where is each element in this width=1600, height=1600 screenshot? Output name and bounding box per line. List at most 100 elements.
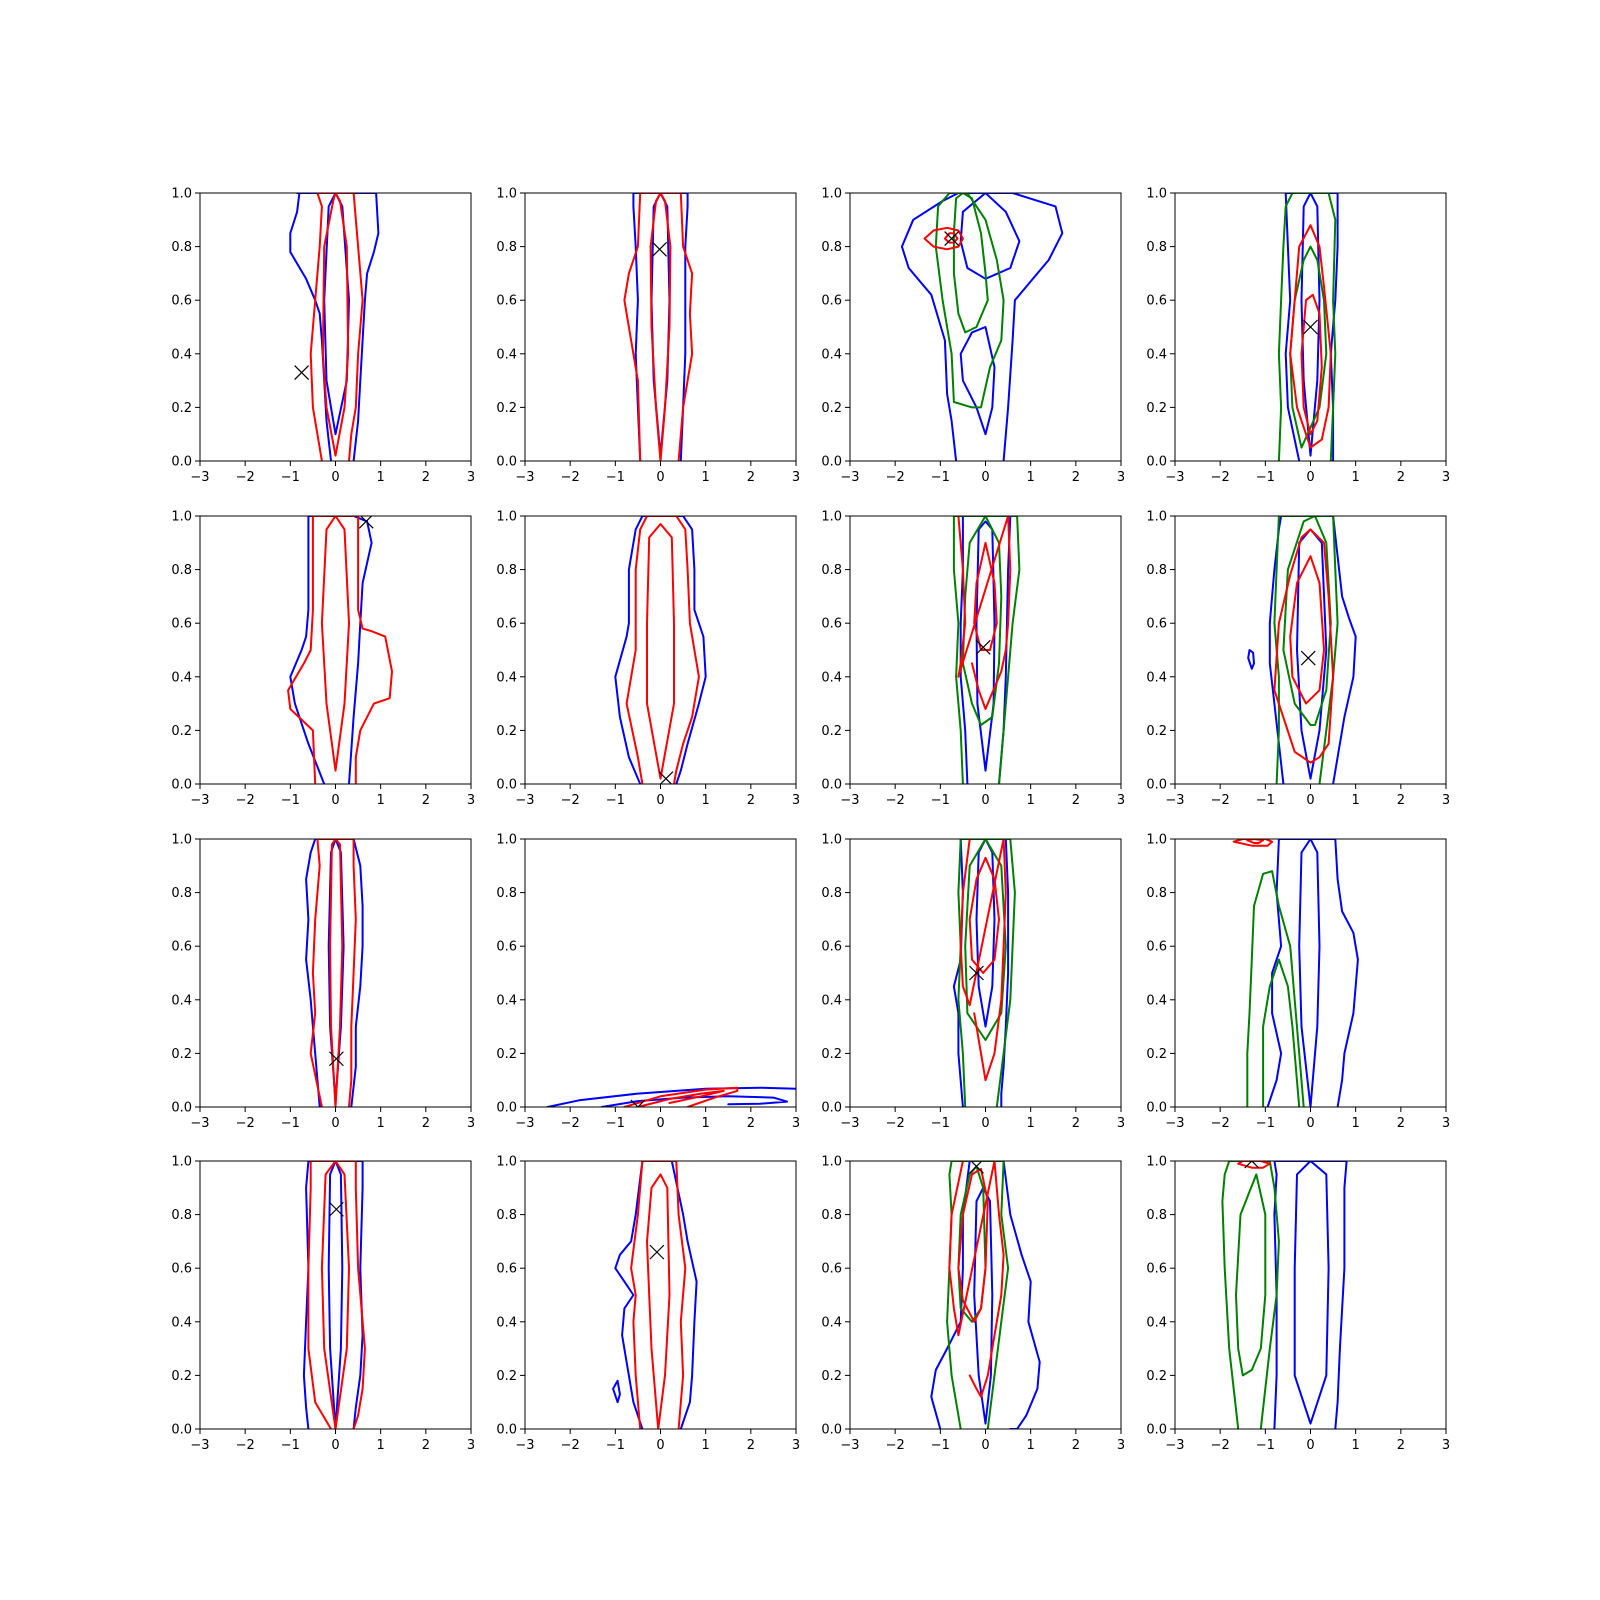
axes-frame [524,515,797,785]
y-tick-label: 0.8 [821,240,842,255]
blue-contour-1 [959,516,1012,784]
y-tick-label: 0.6 [496,1262,517,1277]
green-contour-4 [964,839,1007,1041]
x-tick-label: 3 [467,1116,475,1131]
y-tick-label: 0.2 [821,1047,842,1062]
contour-group [930,1161,1041,1429]
x-tick-label: −3 [190,1116,209,1131]
x-tick-label: −2 [561,470,580,485]
x-tick-label: −1 [1256,1438,1275,1453]
x-tick-label: 0 [981,1438,989,1453]
y-tick-label: 0.2 [1146,724,1167,739]
x-tick-label: −3 [840,1116,859,1131]
y-tick-label: 0.4 [171,1315,192,1330]
y-tick-label: 0.8 [821,1208,842,1223]
y-tick-label: 0.8 [171,886,192,901]
subplot-12: −3 −2 −1 0 1 2 3 0.0 0.2 0.4 0.6 0.8 1.0 [1146,833,1450,1132]
blue-contour-2 [1293,1161,1330,1425]
contour-group [952,839,1016,1107]
x-tick-label: 2 [1397,1116,1405,1131]
x-tick-label: −2 [886,1116,905,1131]
x-tick-label: 3 [1442,470,1450,485]
red-contour-5 [1237,1161,1271,1169]
y-tick-label: 0.0 [496,1101,517,1116]
red-contour-5 [1289,224,1332,449]
axes-frame [1174,838,1447,1108]
x-tick-label: 2 [747,470,755,485]
y-tick-label: 0.6 [171,294,192,309]
x-marker [1244,1161,1260,1169]
x-tick-label: −1 [606,470,625,485]
y-tick-label: 0.2 [821,1369,842,1384]
blue-contour-1 [1266,839,1359,1107]
red-contour-6 [923,226,964,251]
contour-group [287,516,393,784]
contour-group [546,1086,796,1107]
x-tick-label: −3 [840,470,859,485]
y-tick-label: 0.0 [496,778,517,793]
green-contour-3 [952,516,1021,784]
subplot-5: −3 −2 −1 0 1 2 3 0.0 0.2 0.4 0.6 0.8 1.0 [171,510,475,809]
y-tick-label: 0.8 [496,563,517,578]
y-tick-label: 0.6 [1146,940,1167,955]
x-tick-label: 2 [1072,1116,1080,1131]
y-tick-label: 0.0 [496,455,517,470]
y-tick-label: 1.0 [1146,833,1167,848]
x-tick-label: 0 [656,793,664,808]
x-tick-label: 0 [331,470,339,485]
green-contour-3 [1277,193,1337,461]
x-tick-label: −2 [561,1438,580,1453]
blue-contour-2 [1300,193,1321,457]
x-marker [649,1244,665,1260]
y-tick-label: 0.4 [496,993,517,1008]
x-tick-label: 2 [422,1438,430,1453]
green-contour-4 [1289,245,1328,449]
y-tick-label: 0.6 [821,617,842,632]
x-tick-label: −1 [1256,793,1275,808]
y-tick-label: 0.4 [1146,670,1167,685]
y-tick-label: 0.2 [496,724,517,739]
y-tick-label: 0.6 [171,617,192,632]
blue-contour-1 [952,839,1010,1107]
green-contour-4 [934,193,1005,409]
y-tick-label: 0.8 [496,1208,517,1223]
green-contour-4 [1235,1173,1267,1377]
red-contour-3 [309,193,364,461]
x-tick-label: −2 [1211,1116,1230,1131]
green-contour-4 [1262,958,1301,1107]
y-tick-label: 0.0 [821,778,842,793]
x-tick-label: −3 [1165,1116,1184,1131]
x-tick-label: −1 [606,1438,625,1453]
x-marker [658,771,674,784]
x-tick-label: 1 [377,1438,385,1453]
blue-contour-1 [1268,516,1357,784]
blue-contour-2 [975,520,996,772]
y-tick-label: 0.0 [1146,1423,1167,1438]
axes-frame [524,838,797,1108]
x-tick-label: −2 [1211,793,1230,808]
x-tick-label: −3 [840,793,859,808]
x-tick-label: 2 [1072,793,1080,808]
y-tick-label: 0.8 [1146,886,1167,901]
y-tick-label: 1.0 [1146,187,1167,202]
blue-contour-1 [1284,193,1339,461]
x-tick-label: 1 [1027,1116,1035,1131]
blue-contour-1 [289,193,380,461]
x-tick-label: 0 [981,793,989,808]
y-tick-label: 0.6 [1146,294,1167,309]
red-contour-7 [1289,555,1325,705]
x-tick-label: −2 [1211,470,1230,485]
y-tick-label: 0.8 [1146,240,1167,255]
y-tick-label: 0.4 [496,670,517,685]
y-tick-label: 0.4 [821,670,842,685]
red-contour-5 [957,516,1012,710]
x-tick-label: −2 [236,1438,255,1453]
red-contour-3 [646,523,675,780]
axes-frame [524,1160,797,1430]
x-tick-label: 1 [1352,1116,1360,1131]
red-contour-4 [321,193,350,457]
y-tick-label: 0.6 [821,294,842,309]
red-contour-4 [649,193,672,461]
x-marker [1303,319,1318,335]
x-tick-label: 3 [792,1438,800,1453]
